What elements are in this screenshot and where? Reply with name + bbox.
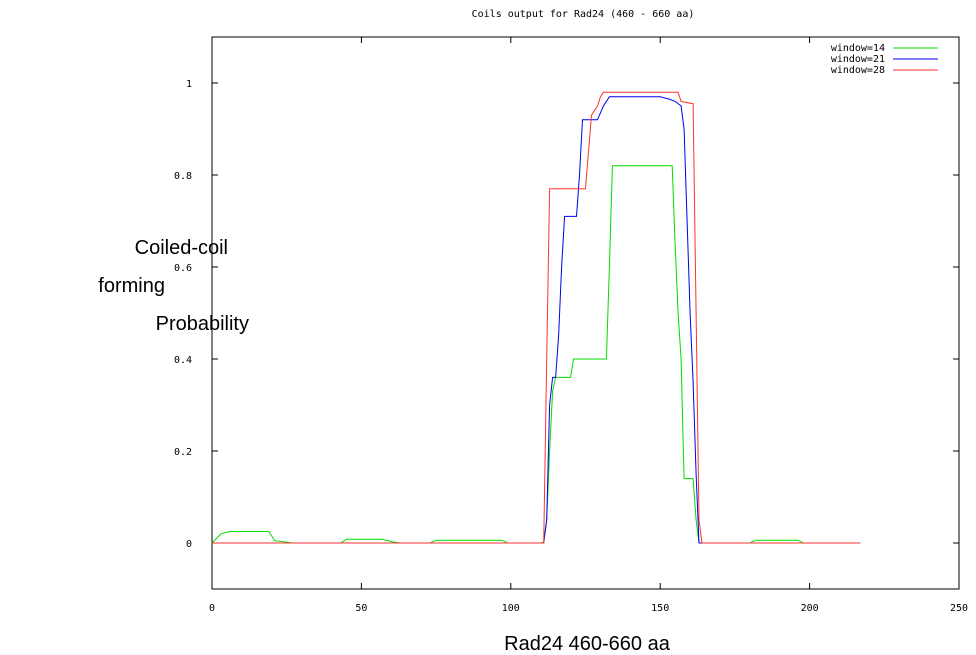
x-axis-label: Rad24 460-660 aa — [504, 633, 671, 655]
y-tick-label: 0.4 — [174, 355, 192, 366]
x-tick-label: 0 — [209, 603, 215, 614]
series-line-window=28 — [212, 91, 861, 544]
y-axis-label-line-2: forming — [98, 275, 165, 297]
legend-label: window=14 — [831, 43, 885, 54]
y-tick-label: 0.2 — [174, 447, 192, 458]
plot-frame — [211, 36, 960, 590]
x-tick-label: 150 — [651, 603, 669, 614]
series-line-window=14 — [211, 165, 861, 544]
series-lines — [211, 91, 861, 544]
axis-ticks: 0 50 100 150 200 250 0 0.2 0.4 0.6 0.8 1 — [174, 37, 968, 614]
y-tick-label: 0.6 — [174, 263, 192, 274]
x-tick-label: 100 — [502, 603, 520, 614]
y-tick-label: 0 — [186, 539, 192, 550]
chart-title: Coils output for Rad24 (460 - 660 aa) — [472, 9, 695, 20]
x-tick-label: 50 — [355, 603, 367, 614]
y-axis-label-line-3: Probability — [156, 313, 249, 335]
x-tick-label: 200 — [801, 603, 819, 614]
y-axis-label-line-1: Coiled-coil — [135, 237, 228, 259]
y-tick-label: 1 — [186, 79, 192, 90]
x-tick-label: 250 — [950, 603, 968, 614]
legend-label: window=21 — [831, 54, 885, 65]
legend-label: window=28 — [831, 65, 885, 76]
series-line-window=21 — [212, 96, 861, 544]
y-tick-label: 0.8 — [174, 171, 192, 182]
